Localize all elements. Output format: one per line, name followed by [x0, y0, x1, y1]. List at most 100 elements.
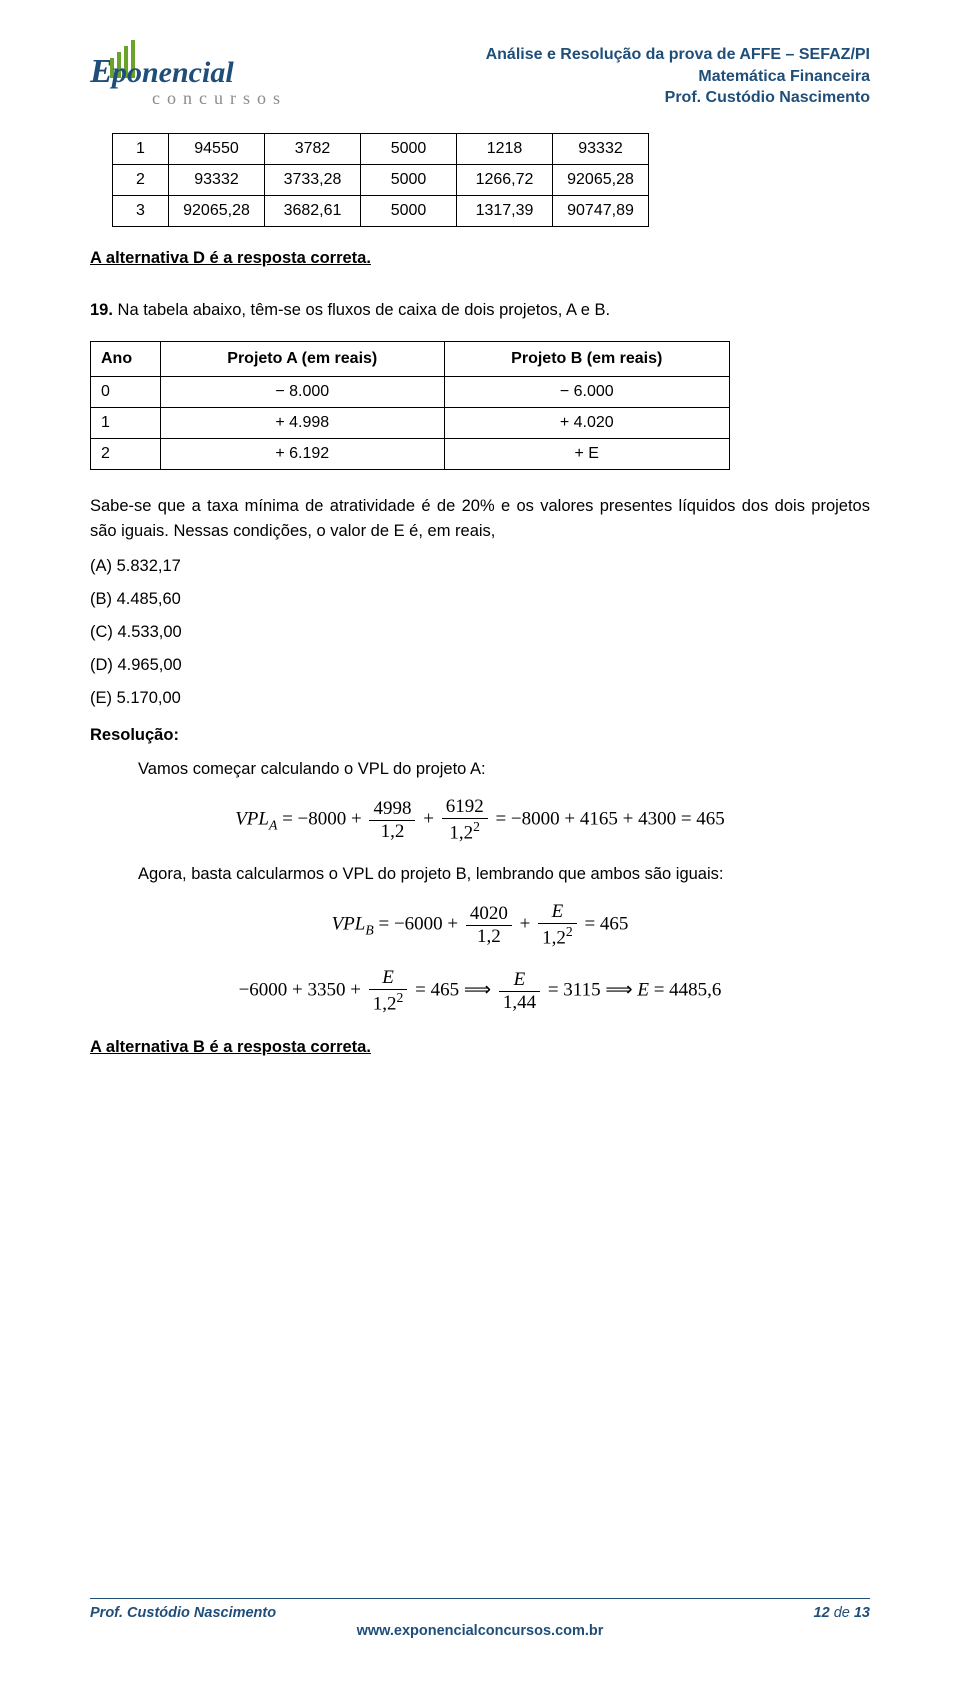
q19-number: 19.: [90, 301, 113, 319]
resolution-line-1: Vamos começar calculando o VPL do projet…: [90, 757, 870, 782]
cell: 93332: [553, 134, 649, 165]
logo: E ponencial concursos: [90, 40, 350, 123]
cell: 5000: [361, 165, 457, 196]
footer-url: www.exponencialconcursos.com.br: [90, 1623, 870, 1639]
header-line1: Análise e Resolução da prova de AFFE – S…: [486, 44, 870, 66]
footer-right: 12 de 13: [814, 1605, 870, 1621]
cell: 3782: [265, 134, 361, 165]
eq-rhs: −8000 + 4165 + 4300 = 465: [511, 809, 725, 830]
cell: 92065,28: [553, 165, 649, 196]
answer-b: A alternativa B é a resposta correta.: [90, 1038, 870, 1057]
eq-term0: −8000: [298, 809, 347, 830]
frac-den-exp: 2: [566, 924, 573, 939]
frac-num: 6192: [442, 796, 488, 818]
cell: − 6.000: [444, 376, 730, 407]
cell: 1317,39: [457, 196, 553, 227]
eq-left: −6000 + 3350 +: [239, 980, 361, 1001]
exponencial-logo: E ponencial concursos: [90, 40, 350, 118]
frac-den: 1,2: [466, 925, 512, 948]
resolution-line-2: Agora, basta calcularmos o VPL do projet…: [90, 862, 870, 887]
cell: 3733,28: [265, 165, 361, 196]
cell: 1: [91, 407, 161, 438]
header-line2: Matemática Financeira: [486, 66, 870, 88]
col-ano: Ano: [91, 341, 161, 376]
svg-text:E: E: [90, 53, 113, 90]
fraction: E 1,44: [499, 969, 540, 1014]
col-proj-a: Projeto A (em reais): [161, 341, 445, 376]
frac-num: 4998: [369, 798, 415, 820]
frac-den-base: 1,2: [542, 927, 566, 948]
cell: 2: [113, 165, 169, 196]
eq-rhs: 465: [600, 914, 629, 935]
projects-table: Ano Projeto A (em reais) Projeto B (em r…: [90, 341, 730, 470]
cell: 0: [91, 376, 161, 407]
option-d: (D) 4.965,00: [90, 656, 870, 675]
frac-num: E: [499, 969, 540, 991]
frac-den-exp: 2: [473, 819, 480, 834]
cell: 1266,72: [457, 165, 553, 196]
footer-de: de: [834, 1605, 854, 1621]
eq-lhs-var: VPL: [332, 914, 366, 935]
cell: + 6.192: [161, 438, 445, 469]
q19-intro-text: Na tabela abaixo, têm-se os fluxos de ca…: [118, 301, 611, 319]
cell: 94550: [169, 134, 265, 165]
answer-d: A alternativa D é a resposta correta.: [90, 249, 870, 268]
cell: 5000: [361, 196, 457, 227]
frac-num: E: [538, 901, 577, 923]
q19-intro: 19. Na tabela abaixo, têm-se os fluxos d…: [90, 298, 870, 323]
equation-vpl-a: VPLA = −8000 + 4998 1,2 + 6192 1,22 = −8…: [90, 796, 870, 844]
amortization-table: 1 94550 3782 5000 1218 93332 2 93332 373…: [112, 133, 649, 227]
header-title-block: Análise e Resolução da prova de AFFE – S…: [486, 40, 870, 109]
eq-rval: 3115: [563, 980, 600, 1001]
frac-num: 4020: [466, 903, 512, 925]
cell: + E: [444, 438, 730, 469]
table-row: 1 94550 3782 5000 1218 93332: [113, 134, 649, 165]
fraction: 4020 1,2: [466, 903, 512, 948]
table-row: 2 93332 3733,28 5000 1266,72 92065,28: [113, 165, 649, 196]
option-b: (B) 4.485,60: [90, 590, 870, 609]
resolution-heading: Resolução:: [90, 726, 870, 745]
svg-text:ponencial: ponencial: [109, 56, 234, 89]
footer-left: Prof. Custódio Nascimento: [90, 1605, 276, 1621]
cell: + 4.998: [161, 407, 445, 438]
fraction: 6192 1,22: [442, 796, 488, 844]
eq-lhs-var: VPL: [235, 809, 269, 830]
cell: − 8.000: [161, 376, 445, 407]
cell: 90747,89: [553, 196, 649, 227]
fraction: E 1,22: [538, 901, 577, 949]
svg-text:concursos: concursos: [152, 88, 287, 108]
eq-lhs-sub: B: [365, 922, 373, 937]
eq-term0: −6000: [394, 914, 443, 935]
frac-num: E: [369, 967, 408, 989]
table-row: 1 + 4.998 + 4.020: [91, 407, 730, 438]
cell: 2: [91, 438, 161, 469]
cell: 92065,28: [169, 196, 265, 227]
table-row: 0 − 8.000 − 6.000: [91, 376, 730, 407]
equation-vpl-b: VPLB = −6000 + 4020 1,2 + E 1,22 = 465: [90, 901, 870, 949]
eq-mid: 465: [431, 980, 460, 1001]
frac-den-base: 1,2: [373, 994, 397, 1015]
q19-body: Sabe-se que a taxa mínima de atratividad…: [90, 494, 870, 544]
option-c: (C) 4.533,00: [90, 623, 870, 642]
frac-den: 1,44: [499, 991, 540, 1014]
col-proj-b: Projeto B (em reais): [444, 341, 730, 376]
page-footer: Prof. Custódio Nascimento 12 de 13 www.e…: [90, 1598, 870, 1639]
eq-final: E = 4485,6: [637, 980, 721, 1001]
footer-rule: [90, 1598, 870, 1599]
cell: 5000: [361, 134, 457, 165]
option-e: (E) 5.170,00: [90, 689, 870, 708]
table-row: 2 + 6.192 + E: [91, 438, 730, 469]
cell: + 4.020: [444, 407, 730, 438]
frac-den: 1,2: [369, 820, 415, 843]
footer-page: 12: [814, 1605, 834, 1621]
cell: 1218: [457, 134, 553, 165]
frac-den-exp: 2: [397, 990, 404, 1005]
frac-den-base: 1,2: [449, 822, 473, 843]
page-header: E ponencial concursos Análise e Resoluçã…: [90, 40, 870, 123]
eq-lhs-sub: A: [269, 817, 277, 832]
footer-total: 13: [854, 1605, 870, 1621]
cell: 1: [113, 134, 169, 165]
cell: 93332: [169, 165, 265, 196]
cell: 3: [113, 196, 169, 227]
header-line3: Prof. Custódio Nascimento: [486, 87, 870, 109]
